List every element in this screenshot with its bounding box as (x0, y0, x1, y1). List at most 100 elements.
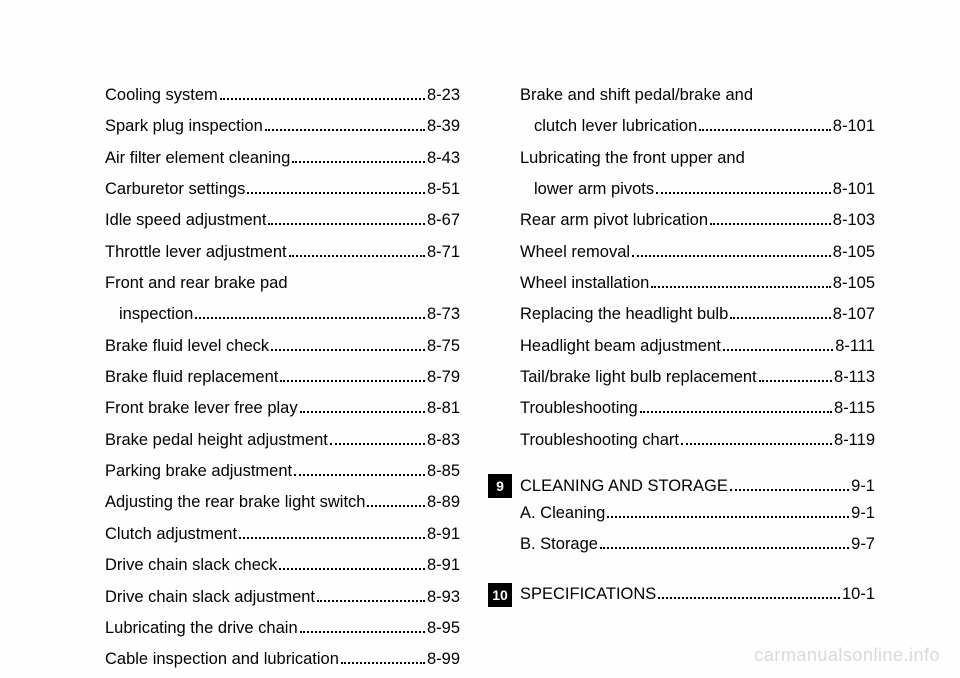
dots (294, 464, 425, 476)
toc-label: Parking brake adjustment (105, 456, 292, 487)
toc-entry: Adjusting the rear brake light switch8-8… (105, 487, 460, 518)
toc-label: Lubricating the drive chain (105, 613, 298, 644)
toc-columns: Cooling system8-23Spark plug inspection8… (0, 0, 960, 676)
section-10-title-line: SPECIFICATIONS 10-1 (520, 585, 875, 604)
toc-page: 8-83 (427, 425, 460, 456)
toc-page: 8-111 (835, 331, 875, 362)
toc-page: 8-115 (834, 393, 875, 424)
toc-entry: Carburetor settings8-51 (105, 174, 460, 205)
toc-page: 8-73 (427, 299, 460, 330)
dots (710, 213, 831, 225)
toc-entry: Brake fluid level check 8-75 (105, 331, 460, 362)
toc-label: Rear arm pivot lubrication (520, 205, 708, 236)
toc-entry: Parking brake adjustment 8-85 (105, 456, 460, 487)
dots (247, 182, 425, 194)
dots (220, 88, 425, 100)
toc-page: 8-23 (427, 80, 460, 111)
toc-page: 8-71 (427, 237, 460, 268)
toc-entry: Troubleshooting chart 8-119 (520, 425, 875, 456)
dots (268, 213, 425, 225)
dots (279, 558, 425, 570)
toc-entry: Brake and shift pedal/brake and (520, 80, 875, 111)
toc-label: Front and rear brake pad (105, 268, 288, 299)
toc-entry: Front and rear brake pad (105, 268, 460, 299)
toc-label: Headlight beam adjustment (520, 331, 721, 362)
toc-entry: Drive chain slack check8-91 (105, 550, 460, 581)
toc-page: 8-105 (833, 268, 875, 299)
toc-page: 8-103 (833, 205, 875, 236)
manual-page: Cooling system8-23Spark plug inspection8… (0, 0, 960, 678)
toc-label: Brake fluid level check (105, 331, 269, 362)
dots (699, 119, 831, 131)
dots (730, 479, 849, 491)
toc-page: 8-85 (427, 456, 460, 487)
toc-page: 8-119 (834, 425, 875, 456)
toc-label: Cooling system (105, 80, 218, 111)
toc-entry: inspection 8-73 (105, 299, 460, 330)
dots (239, 527, 425, 539)
toc-entry: clutch lever lubrication8-101 (520, 111, 875, 142)
dots (271, 339, 425, 351)
dots (681, 433, 832, 445)
toc-label: Drive chain slack adjustment (105, 582, 315, 613)
toc-label: Throttle lever adjustment (105, 237, 287, 268)
toc-entry: Lubricating the front upper and (520, 143, 875, 174)
dots (289, 245, 425, 257)
toc-label: Troubleshooting chart (520, 425, 679, 456)
dots (600, 538, 849, 550)
toc-entry: Air filter element cleaning8-43 (105, 143, 460, 174)
dots (265, 119, 425, 131)
toc-label: Brake pedal height adjustment (105, 425, 328, 456)
dots (367, 496, 425, 508)
section-10-page: 10-1 (842, 585, 875, 604)
toc-entry: A. Cleaning 9-1 (520, 498, 875, 529)
right-column: Brake and shift pedal/brake andclutch le… (520, 80, 875, 676)
toc-entry: Idle speed adjustment8-67 (105, 205, 460, 236)
toc-page: 8-91 (427, 519, 460, 550)
toc-entry: Throttle lever adjustment 8-71 (105, 237, 460, 268)
toc-page: 8-79 (427, 362, 460, 393)
toc-label: Tail/brake light bulb replacement (520, 362, 757, 393)
section-10-row: 10 SPECIFICATIONS 10-1 (488, 583, 875, 607)
toc-label: inspection (119, 299, 193, 330)
toc-entry: Brake pedal height adjustment 8-83 (105, 425, 460, 456)
dots (640, 402, 832, 414)
toc-entry: Brake fluid replacement8-79 (105, 362, 460, 393)
toc-page: 8-99 (427, 644, 460, 675)
dots (317, 590, 425, 602)
toc-entry: Lubricating the drive chain 8-95 (105, 613, 460, 644)
toc-label: Lubricating the front upper and (520, 143, 745, 174)
toc-page: 8-67 (427, 205, 460, 236)
dots (341, 652, 425, 664)
toc-page: 8-107 (833, 299, 875, 330)
toc-label: Carburetor settings (105, 174, 245, 205)
toc-label: A. Cleaning (520, 498, 605, 529)
toc-page: 8-93 (427, 582, 460, 613)
toc-entry: Spark plug inspection8-39 (105, 111, 460, 142)
toc-page: 8-95 (427, 613, 460, 644)
toc-entry: Troubleshooting8-115 (520, 393, 875, 424)
section-9-title: CLEANING AND STORAGE (520, 477, 728, 496)
toc-label: Wheel installation (520, 268, 649, 299)
toc-page: 8-113 (834, 362, 875, 393)
toc-page: 8-75 (427, 331, 460, 362)
toc-page: 8-89 (427, 487, 460, 518)
section-10-title: SPECIFICATIONS (520, 585, 656, 604)
toc-entry: lower arm pivots8-101 (520, 174, 875, 205)
dots (730, 308, 831, 320)
toc-entry: Front brake lever free play8-81 (105, 393, 460, 424)
toc-label: Air filter element cleaning (105, 143, 290, 174)
toc-entry: Cable inspection and lubrication8-99 (105, 644, 460, 675)
toc-entry: Clutch adjustment 8-91 (105, 519, 460, 550)
toc-page: 8-101 (833, 174, 875, 205)
toc-entry: Tail/brake light bulb replacement 8-113 (520, 362, 875, 393)
toc-page: 8-91 (427, 550, 460, 581)
section-9-number: 9 (488, 474, 512, 498)
toc-page: 8-101 (833, 111, 875, 142)
dots (658, 587, 840, 599)
toc-label: Spark plug inspection (105, 111, 263, 142)
section-10-number: 10 (488, 583, 512, 607)
dots (330, 433, 425, 445)
toc-label: Clutch adjustment (105, 519, 237, 550)
toc-page: 9-1 (851, 498, 875, 529)
